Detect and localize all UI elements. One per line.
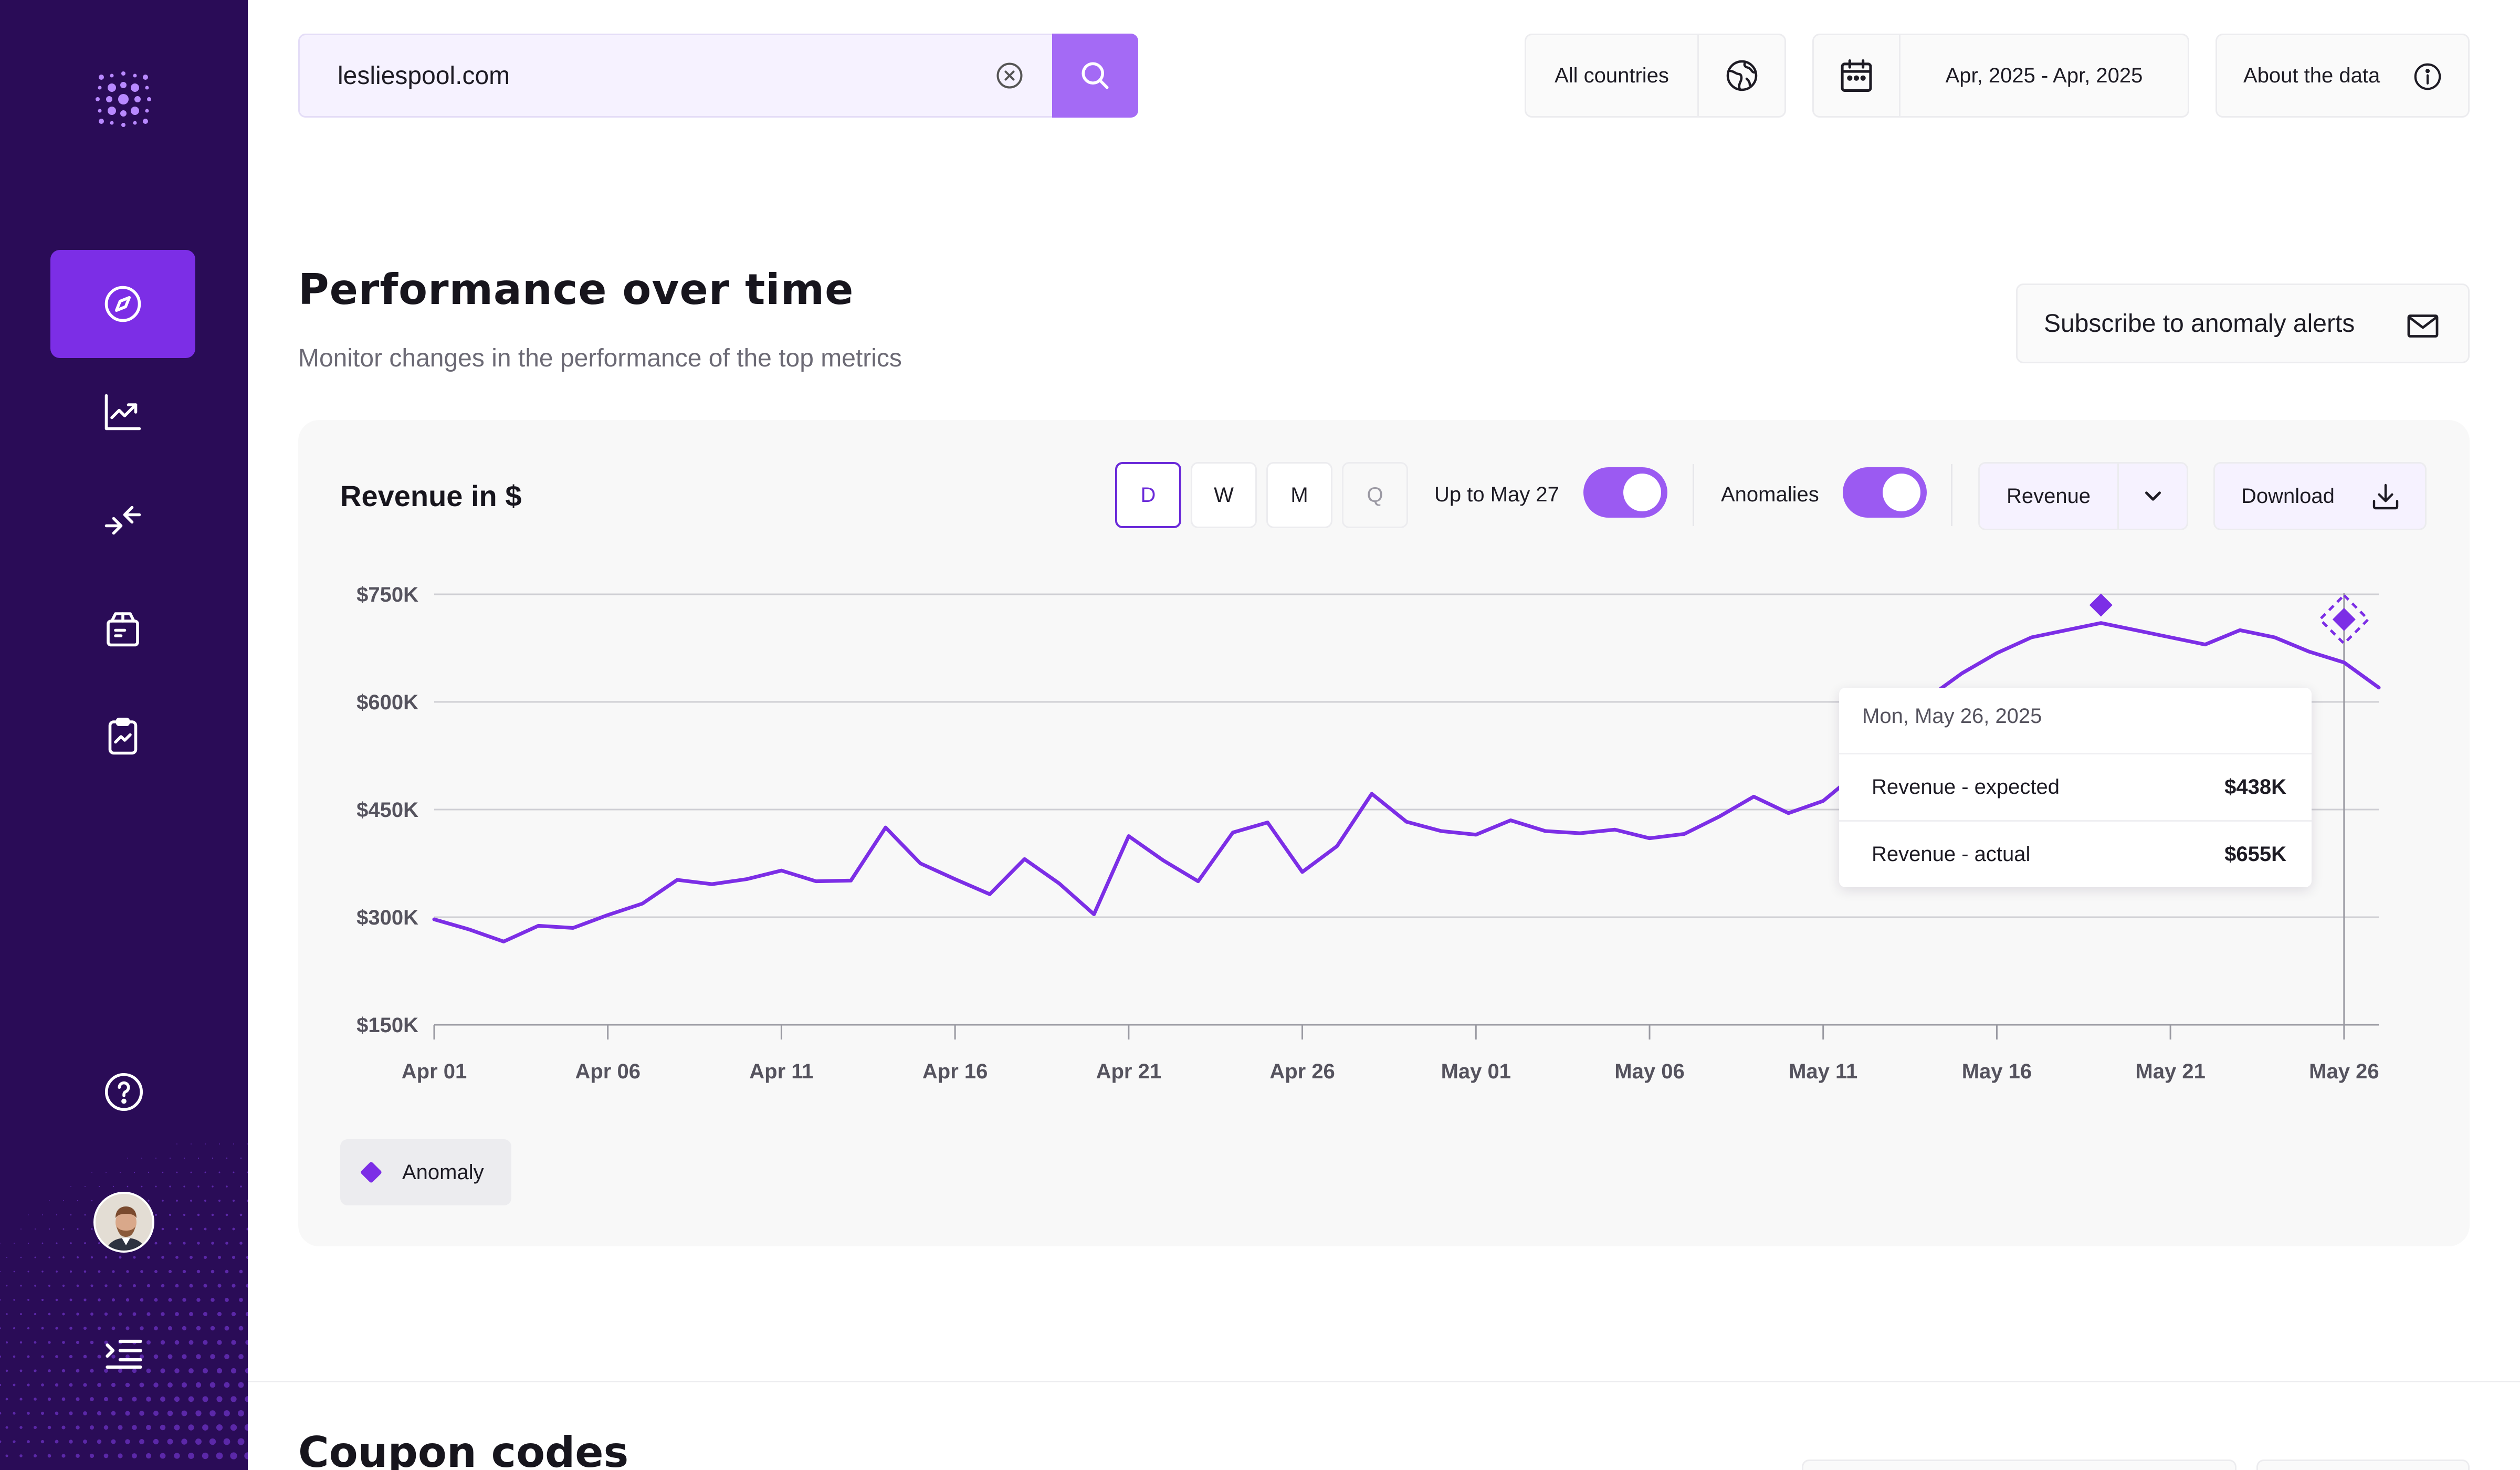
granularity-week-button[interactable]: W xyxy=(1191,462,1257,528)
trend-chart-icon xyxy=(104,394,141,430)
sidebar-item-compare[interactable] xyxy=(50,466,195,574)
sidebar-dot-pattern xyxy=(0,1143,248,1460)
sidebar-item-products[interactable] xyxy=(50,574,195,682)
subscribe-alerts-button[interactable]: Subscribe to anomaly alerts xyxy=(2016,284,2470,363)
coupon-codes-title: Coupon codes xyxy=(298,1428,629,1470)
tooltip-row: Revenue - expected $438K xyxy=(1839,753,2312,820)
divider xyxy=(1951,464,1952,526)
divider xyxy=(1693,464,1694,526)
avatar[interactable] xyxy=(93,1192,154,1253)
info-icon xyxy=(2414,63,2441,90)
x-tick-label: May 06 xyxy=(1614,1060,1684,1083)
compass-icon xyxy=(104,286,141,322)
country-label: All countries xyxy=(1555,64,1669,87)
anomaly-marker xyxy=(2089,593,2113,617)
about-data-button[interactable]: About the data xyxy=(2216,34,2470,118)
legend-label: Anomaly xyxy=(402,1160,484,1184)
globe-icon xyxy=(1726,60,1757,91)
date-range-filter[interactable]: Apr, 2025 - Apr, 2025 xyxy=(1812,34,2189,118)
app-logo-icon[interactable] xyxy=(88,64,159,134)
x-tick-label: Apr 01 xyxy=(402,1060,467,1083)
divider xyxy=(1899,35,1900,116)
divider xyxy=(1697,35,1699,116)
toggle-knob xyxy=(1883,474,1920,511)
compare-arrows-icon xyxy=(104,506,141,535)
x-tick-label: May 21 xyxy=(2135,1060,2205,1083)
anomalies-label: Anomalies xyxy=(1721,483,1819,506)
up-to-toggle[interactable] xyxy=(1583,467,1667,518)
y-tick-label: $450K xyxy=(356,799,418,822)
search-button[interactable] xyxy=(1052,34,1138,118)
download-label: Download xyxy=(2241,484,2335,508)
anomalies-toggle[interactable] xyxy=(1843,467,1927,518)
page-title: Performance over time xyxy=(298,265,854,314)
tooltip-row-value: $655K xyxy=(2224,843,2286,866)
page-subtitle: Monitor changes in the performance of th… xyxy=(298,344,902,372)
user-avatar-icon xyxy=(96,1194,152,1251)
x-tick-label: Apr 16 xyxy=(922,1060,988,1083)
mail-icon xyxy=(2407,314,2439,338)
tooltip-row: Revenue - actual $655K xyxy=(1839,820,2312,887)
collapse-sidebar-button[interactable] xyxy=(98,1326,150,1379)
series-line-revenue xyxy=(432,621,2381,943)
domain-search xyxy=(298,34,1138,118)
package-icon xyxy=(107,612,139,647)
sidebar-item-explore[interactable] xyxy=(50,250,195,358)
help-button[interactable] xyxy=(98,1066,150,1118)
toggle-knob xyxy=(1623,474,1661,511)
sidebar xyxy=(0,0,248,1470)
x-tick-label: Apr 21 xyxy=(1096,1060,1162,1083)
tooltip-row-label: Revenue - actual xyxy=(1872,843,2031,866)
search-input[interactable] xyxy=(300,35,986,116)
metric-select-value: Revenue xyxy=(2006,484,2091,508)
download-icon xyxy=(2372,484,2399,510)
clear-search-button[interactable] xyxy=(986,52,1033,99)
chart-card: Revenue in $ D W M Q Up to May 27 Anomal… xyxy=(298,420,2470,1246)
date-range-label: Apr, 2025 - Apr, 2025 xyxy=(1945,64,2143,87)
collapse-menu-icon xyxy=(106,1339,142,1369)
granularity-month-button[interactable]: M xyxy=(1266,462,1332,528)
about-data-label: About the data xyxy=(2243,64,2380,87)
legend-anomaly[interactable]: Anomaly xyxy=(340,1139,511,1205)
clipboard-chart-icon xyxy=(108,717,138,755)
chart-title: Revenue in $ xyxy=(340,479,522,512)
coupon-filter-button[interactable] xyxy=(1802,1460,2236,1470)
section-divider xyxy=(248,1381,2520,1382)
chart-tooltip: Mon, May 26, 2025 Revenue - expected $43… xyxy=(1839,688,2312,887)
clear-icon xyxy=(996,62,1023,89)
help-icon xyxy=(104,1073,143,1111)
granularity-quarter-button[interactable]: Q xyxy=(1342,462,1408,528)
y-tick-label: $600K xyxy=(356,691,418,714)
chevron-down-icon xyxy=(2145,491,2161,501)
anomaly-diamond-icon xyxy=(360,1161,383,1184)
calendar-icon xyxy=(1841,59,1872,92)
tooltip-row-label: Revenue - expected xyxy=(1872,775,2060,799)
tooltip-row-value: $438K xyxy=(2224,775,2286,799)
y-tick-label: $150K xyxy=(356,1014,418,1037)
x-tick-label: Apr 06 xyxy=(575,1060,640,1083)
y-tick-label: $750K xyxy=(356,583,418,606)
sidebar-item-reports[interactable] xyxy=(50,682,195,791)
tooltip-date: Mon, May 26, 2025 xyxy=(1862,705,2042,728)
granularity-day-button[interactable]: D xyxy=(1115,462,1181,528)
up-to-label: Up to May 27 xyxy=(1434,483,1559,506)
country-filter[interactable]: All countries xyxy=(1525,34,1786,118)
download-button[interactable]: Download xyxy=(2213,462,2427,530)
x-tick-label: Apr 26 xyxy=(1269,1060,1335,1083)
x-tick-label: May 01 xyxy=(1441,1060,1511,1083)
y-tick-label: $300K xyxy=(356,906,418,929)
x-tick-label: May 11 xyxy=(1789,1060,1857,1083)
x-tick-label: May 16 xyxy=(1962,1060,2032,1083)
anomaly-marker xyxy=(2332,607,2356,631)
metric-select[interactable]: Revenue xyxy=(1978,462,2188,530)
search-icon xyxy=(1082,62,1109,89)
coupon-download-button[interactable] xyxy=(2256,1460,2470,1470)
subscribe-label: Subscribe to anomaly alerts xyxy=(2044,309,2355,338)
x-tick-label: May 26 xyxy=(2309,1060,2379,1083)
sidebar-item-trends[interactable] xyxy=(50,358,195,466)
x-tick-label: Apr 11 xyxy=(749,1060,813,1083)
